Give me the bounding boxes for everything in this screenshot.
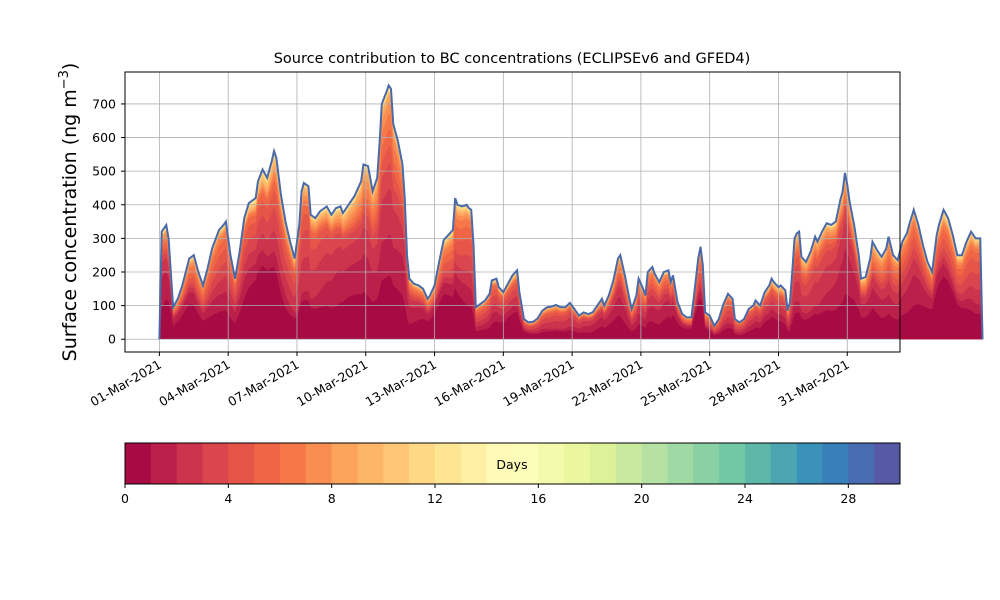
y-axis-label-close: ): [59, 63, 81, 70]
grid-lines: [125, 72, 900, 352]
colorbar-segment: [667, 443, 694, 484]
total-concentration-line: [158, 83, 984, 340]
colorbar-ticks: 0 4 8 12 16 20 24 28: [121, 484, 856, 506]
colorbar-segment: [254, 443, 281, 484]
chart-title: Source contribution to BC concentrations…: [274, 51, 751, 67]
y-tick-label: 700: [92, 96, 116, 111]
x-tick-label: 01-Mar-2021: [88, 357, 164, 410]
total-series-line: [158, 83, 984, 340]
y-tick-label: 0: [108, 332, 116, 347]
colorbar-segment: [280, 443, 307, 484]
x-tick-label: 31-Mar-2021: [775, 357, 851, 410]
colorbar-segment: [641, 443, 668, 484]
colorbar-segment: [176, 443, 203, 484]
y-tick-label: 300: [92, 231, 116, 246]
y-axis-ticks: 0 100 200 300 400 500 600 700: [92, 96, 125, 347]
colorbar-segment: [228, 443, 255, 484]
colorbar-segment: [822, 443, 849, 484]
x-tick-label: 16-Mar-2021: [431, 357, 507, 410]
x-tick-label: 22-Mar-2021: [569, 357, 645, 410]
colorbar-tick-label: 0: [121, 491, 129, 506]
colorbar-segment: [202, 443, 229, 484]
colorbar-segment: [538, 443, 565, 484]
colorbar-tick-label: 4: [224, 491, 232, 506]
colorbar-tick-label: 24: [737, 491, 753, 506]
x-tick-label: 13-Mar-2021: [363, 357, 439, 410]
y-axis-label-exponent: −3: [57, 70, 72, 89]
x-axis-ticks: 01-Mar-202104-Mar-202107-Mar-202110-Mar-…: [88, 352, 852, 409]
colorbar-segment: [615, 443, 643, 484]
colorbar-segment: [435, 443, 462, 484]
y-tick-label: 200: [92, 265, 116, 280]
colorbar-segment: [383, 443, 410, 484]
colorbar-segment: [693, 443, 720, 484]
colorbar-tick-label: 20: [634, 491, 650, 506]
colorbar-segment: [874, 443, 901, 484]
colorbar-segment: [796, 443, 823, 484]
x-tick-label: 10-Mar-2021: [294, 357, 370, 410]
colorbar-tick-label: 28: [840, 491, 856, 506]
colorbar-segment: [357, 443, 384, 484]
colorbar-segment: [770, 443, 798, 484]
colorbar-segment: [331, 443, 358, 484]
x-tick-label: 04-Mar-2021: [156, 357, 232, 410]
axes: [124, 71, 901, 353]
y-axis-label: Surface concentration (ng m−3): [57, 63, 81, 362]
contribution-layer-day-0: [159, 265, 983, 340]
y-tick-label: 500: [92, 164, 116, 179]
y-tick-label: 400: [92, 197, 116, 212]
x-tick-label: 07-Mar-2021: [225, 357, 301, 410]
colorbar-segment: [564, 443, 591, 484]
colorbar-segment: [150, 443, 178, 484]
colorbar-segment: [719, 443, 746, 484]
x-tick-label: 28-Mar-2021: [707, 357, 783, 410]
colorbar-frame: [124, 442, 901, 485]
colorbar: [124, 442, 901, 485]
colorbar-segment: [409, 443, 436, 484]
x-tick-label: 19-Mar-2021: [500, 357, 576, 410]
y-axis-label-main: Surface concentration (ng m: [59, 89, 81, 361]
colorbar-tick-label: 16: [530, 491, 546, 506]
colorbar-segment: [486, 443, 513, 484]
contribution-area-layers: [159, 85, 983, 340]
x-tick-label: 25-Mar-2021: [638, 357, 714, 410]
y-tick-label: 100: [92, 298, 116, 313]
colorbar-tick-label: 12: [427, 491, 443, 506]
colorbar-segment: [305, 443, 333, 484]
colorbar-segment: [590, 443, 617, 484]
colorbar-tick-label: 8: [328, 491, 336, 506]
y-tick-label: 600: [92, 130, 116, 145]
axes-frame: [124, 71, 901, 353]
colorbar-segment: [460, 443, 488, 484]
colorbar-segment: [125, 443, 152, 484]
colorbar-segment: [745, 443, 772, 484]
colorbar-segment: [512, 443, 539, 484]
colorbar-label: Days: [496, 457, 527, 472]
colorbar-segment: [848, 443, 875, 484]
